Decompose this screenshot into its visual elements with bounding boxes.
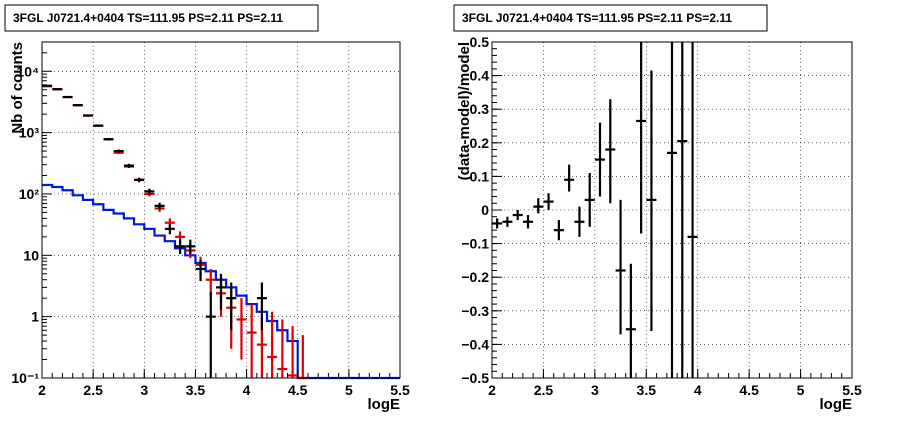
left-x-tick-label: 4.5: [288, 382, 308, 398]
right-x-tick-label: 3: [591, 382, 599, 398]
left-y-tick-label: 10: [23, 247, 39, 263]
right-y-tick-label: 0.4: [470, 68, 490, 84]
left-y-tick-label: 10³: [19, 125, 40, 141]
right-axis-ticks: 2 2.5 3 3.5 4 4.5 5 5.5 −0.5 −0.4 −0.3 −0.2 −0.1 0 0.1…: [461, 34, 862, 398]
left-plot-marks: [42, 84, 400, 380]
left-x-tick-label: 3.5: [186, 382, 206, 398]
right-y-tick-label: −0.1: [461, 236, 489, 252]
right-y-tick-label: −0.3: [461, 303, 489, 319]
right-y-tick-label: 0: [481, 202, 489, 218]
right-plot-marks: [492, 42, 698, 378]
left-y-axis-label: Nb of counts: [9, 42, 26, 134]
right-x-tick-label: 3.5: [637, 382, 657, 398]
model-histogram-line: [42, 183, 400, 380]
left-y-tick-label: 10⁻¹: [11, 370, 39, 386]
left-title-box: [4, 4, 319, 32]
residuals-panel: 3FGL J0721.4+0404 TS=111.95 PS=2.11 PS=2…: [453, 4, 862, 413]
counts-panel: 3FGL J0721.4+0404 TS=111.95 PS=2.11 PS=2…: [4, 4, 410, 413]
left-chart-title: 3FGL J0721.4+0404 TS=111.95 PS=2.11 PS=2…: [13, 11, 283, 25]
left-axis-ticks: 2 2.5 3 3.5 4 4.5 5 5.5 10⁻¹ 1 10 10² 10³ 10⁴: [11, 41, 410, 398]
right-x-tick-label: 4.5: [739, 382, 759, 398]
right-y-tick-label: 0.5: [470, 34, 490, 50]
left-y-tick-label: 1: [31, 309, 39, 325]
right-title-box: [453, 4, 768, 32]
right-x-tick-label: 5.5: [842, 382, 862, 398]
left-x-tick-label: 2.5: [83, 382, 103, 398]
right-y-tick-label: −0.5: [461, 370, 489, 386]
right-x-axis-label: logE: [820, 396, 853, 413]
right-chart-title: 3FGL J0721.4+0404 TS=111.95 PS=2.11 PS=2…: [462, 11, 732, 25]
left-y-tick-label: 10⁴: [17, 63, 40, 79]
right-x-tick-label: 2: [488, 382, 496, 398]
left-y-tick-label: 10²: [19, 186, 40, 202]
left-grid: [42, 42, 400, 378]
right-y-tick-label: −0.2: [461, 269, 489, 285]
left-x-tick-label: 2: [38, 382, 46, 398]
right-x-tick-label: 5: [797, 382, 805, 398]
right-y-tick-label: 0.3: [470, 101, 490, 117]
right-x-tick-label: 2.5: [534, 382, 554, 398]
left-plot-frame: [41, 41, 401, 379]
right-y-axis-label: (data-model)/model: [456, 42, 473, 180]
right-y-tick-label: 0.1: [470, 168, 490, 184]
right-x-tick-label: 4: [694, 382, 702, 398]
right-y-tick-label: 0.2: [470, 135, 490, 151]
left-x-tick-label: 4: [243, 382, 251, 398]
left-x-tick-label: 5: [345, 382, 353, 398]
right-y-tick-label: −0.4: [461, 336, 489, 352]
left-x-tick-label: 3: [140, 382, 148, 398]
left-x-tick-label: 5.5: [390, 382, 410, 398]
left-x-axis-label: logE: [368, 396, 401, 413]
